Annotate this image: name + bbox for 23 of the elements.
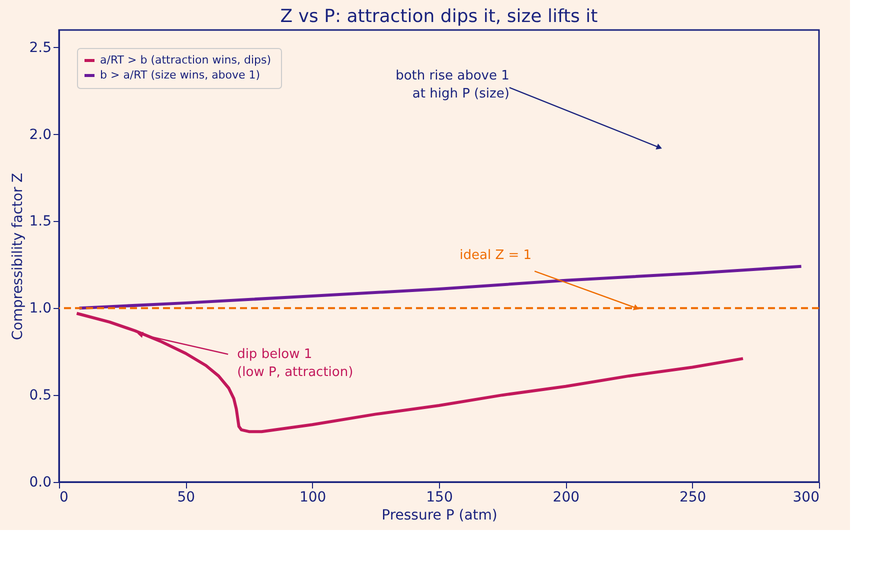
x-tick-label: 150 (426, 490, 453, 506)
line-series (75, 312, 744, 434)
y-tick-label: 2.5 (29, 40, 52, 56)
x-tick-label: 250 (679, 490, 706, 506)
y-tick-label: 1.5 (29, 214, 52, 230)
y-tick-label: 0.5 (29, 388, 52, 404)
x-tick-label: 100 (299, 490, 326, 506)
x-axis-title: Pressure P (atm) (382, 508, 498, 524)
x-tick-label: 50 (177, 490, 196, 506)
y-axis-title: Compressibility factor Z (10, 172, 26, 340)
y-tick-label: 1.0 (29, 300, 52, 317)
line-series (78, 264, 803, 310)
x-tick-label: 0 (60, 490, 68, 506)
legend-label: b > a/RT (size wins, above 1) (100, 68, 260, 82)
annotation: ideal Z = 1 (460, 248, 532, 264)
chart-title: Z vs P: attraction dips it, size lifts it (280, 6, 598, 27)
legend-label: a/RT > b (attraction wins, dips) (100, 54, 272, 66)
y-tick-label: 2.0 (29, 126, 52, 143)
annotation: dip below 1 (low P, attraction) (237, 347, 354, 380)
annotation: both rise above 1 at high P (size) (396, 68, 510, 102)
x-tick-label: 200 (552, 490, 580, 506)
y-tick-label: 0.0 (29, 474, 52, 490)
x-tick-label: 300 (792, 490, 820, 506)
